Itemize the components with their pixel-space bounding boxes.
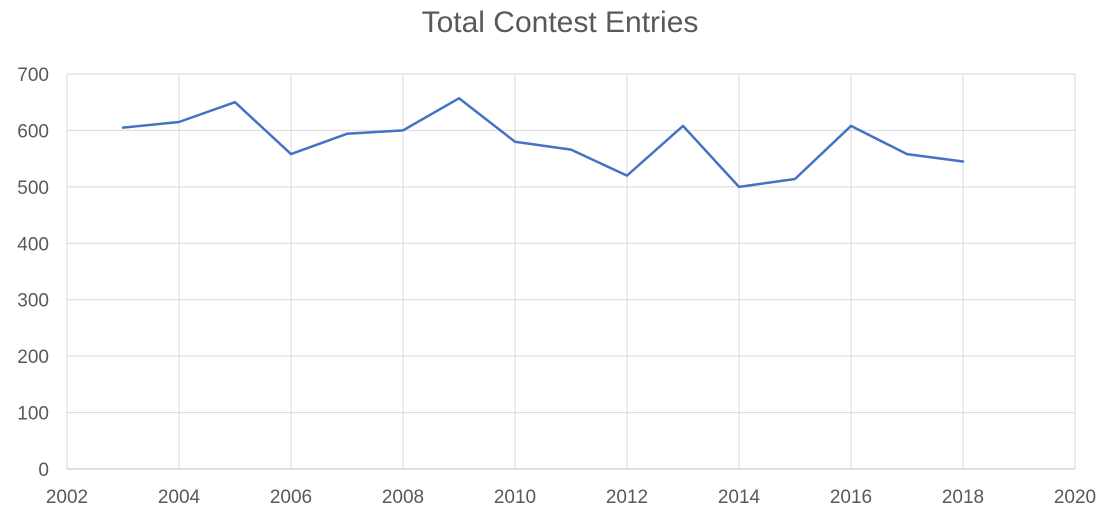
x-tick-label: 2018 <box>942 487 984 508</box>
x-axis: 2002 2004 2006 2008 2010 2012 2014 2016 2018 2020 <box>46 487 1096 508</box>
y-tick-label: 500 <box>17 178 49 199</box>
x-tick-label: 2012 <box>606 487 648 508</box>
x-tick-label: 2002 <box>46 487 88 508</box>
x-tick-label: 2008 <box>382 487 424 508</box>
y-tick-label: 700 <box>17 65 49 86</box>
y-tick-label: 600 <box>17 121 49 142</box>
y-tick-label: 0 <box>38 460 49 481</box>
x-tick-label: 2016 <box>830 487 872 508</box>
y-tick-label: 200 <box>17 347 49 368</box>
y-tick-label: 300 <box>17 291 49 312</box>
x-tick-label: 2010 <box>494 487 536 508</box>
x-tick-label: 2014 <box>718 487 761 508</box>
y-tick-label: 100 <box>17 404 49 425</box>
y-tick-label: 400 <box>17 234 49 255</box>
series-group <box>121 97 965 189</box>
x-tick-label: 2006 <box>270 487 312 508</box>
x-tick-label: 2020 <box>1054 487 1096 508</box>
series-line <box>121 97 965 189</box>
y-axis: 0 100 200 300 400 500 600 700 <box>17 65 49 481</box>
x-tick-label: 2004 <box>158 487 201 508</box>
chart-title: Total Contest Entries <box>422 6 699 39</box>
grid <box>66 73 1076 470</box>
